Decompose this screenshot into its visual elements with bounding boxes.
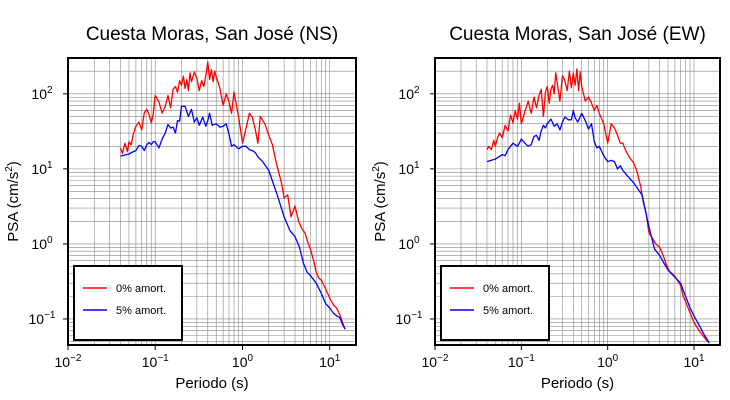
chart-title: Cuesta Moras, San José (EW) <box>449 24 706 45</box>
plot-frame <box>67 57 357 346</box>
x-tick-label: 101 <box>683 353 705 370</box>
legend-label-amort-0: 0% amort. <box>116 283 166 295</box>
series-line-amort-5 <box>120 105 346 330</box>
x-tick-label: 100 <box>232 353 254 370</box>
x-tick-label: 10−2 <box>55 353 82 370</box>
series-line-amort-0 <box>119 61 346 330</box>
x-axis-label: Periodo (s) <box>175 375 248 392</box>
y-tick-label: 100 <box>398 235 420 252</box>
y-tick-label: 102 <box>31 85 53 102</box>
legend-label-amort-5: 5% amort. <box>483 305 533 317</box>
legend: 0% amort. 5% amort. <box>440 265 550 341</box>
x-tick-label: 10−1 <box>142 353 169 370</box>
legend: 0% amort. 5% amort. <box>73 265 183 341</box>
x-axis-label: Periodo (s) <box>541 375 614 392</box>
legend-label-amort-5: 5% amort. <box>116 305 166 317</box>
y-tick-label: 10−1 <box>29 310 56 327</box>
plot-frame <box>434 57 721 346</box>
chart-title: Cuesta Moras, San José (NS) <box>86 24 338 45</box>
x-tick-label: 10−2 <box>422 353 449 370</box>
series-line-amort-0 <box>486 68 710 344</box>
y-axis-label: PSA (cm/s2) <box>4 161 22 242</box>
x-tick-label: 100 <box>597 353 619 370</box>
chart-panel-ew: 10−2 10−1 100 101 10−1 100 101 102 Cuesta Moras,… <box>371 24 721 392</box>
y-tick-label: 102 <box>398 85 420 102</box>
y-axis-label: PSA (cm/s2) <box>371 161 389 242</box>
y-tick-label: 101 <box>31 160 53 177</box>
x-tick-label: 101 <box>319 353 341 370</box>
legend-box <box>440 265 550 341</box>
legend-label-amort-0: 0% amort. <box>483 283 533 295</box>
y-tick-label: 101 <box>398 160 420 177</box>
y-tick-label: 100 <box>31 235 53 252</box>
chart-panel-ns: 10−2 10−1 100 101 10−1 100 101 102 Cuesta Moras,… <box>4 24 357 392</box>
legend-box <box>73 265 183 341</box>
y-tick-label: 10−1 <box>396 310 423 327</box>
x-tick-label: 10−1 <box>508 353 535 370</box>
series-line-amort-5 <box>486 109 710 344</box>
